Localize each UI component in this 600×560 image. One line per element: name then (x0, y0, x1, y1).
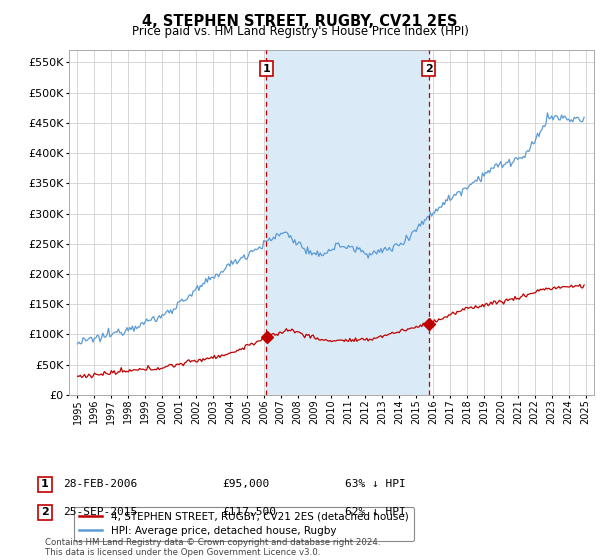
Text: 1: 1 (263, 63, 271, 73)
Text: 63% ↓ HPI: 63% ↓ HPI (345, 479, 406, 489)
Legend: 4, STEPHEN STREET, RUGBY, CV21 2ES (detached house), HPI: Average price, detache: 4, STEPHEN STREET, RUGBY, CV21 2ES (deta… (74, 507, 413, 541)
Text: 1: 1 (41, 479, 49, 489)
Text: 2: 2 (41, 507, 49, 517)
Text: 4, STEPHEN STREET, RUGBY, CV21 2ES: 4, STEPHEN STREET, RUGBY, CV21 2ES (142, 14, 458, 29)
Text: £95,000: £95,000 (222, 479, 269, 489)
Bar (266, 50, 428, 395)
Text: £117,500: £117,500 (222, 507, 276, 517)
Text: 2: 2 (425, 63, 433, 73)
Text: 25-SEP-2015: 25-SEP-2015 (63, 507, 137, 517)
Text: Contains HM Land Registry data © Crown copyright and database right 2024.
This d: Contains HM Land Registry data © Crown c… (45, 538, 380, 557)
Text: 62% ↓ HPI: 62% ↓ HPI (345, 507, 406, 517)
Text: Price paid vs. HM Land Registry's House Price Index (HPI): Price paid vs. HM Land Registry's House … (131, 25, 469, 38)
Text: 28-FEB-2006: 28-FEB-2006 (63, 479, 137, 489)
